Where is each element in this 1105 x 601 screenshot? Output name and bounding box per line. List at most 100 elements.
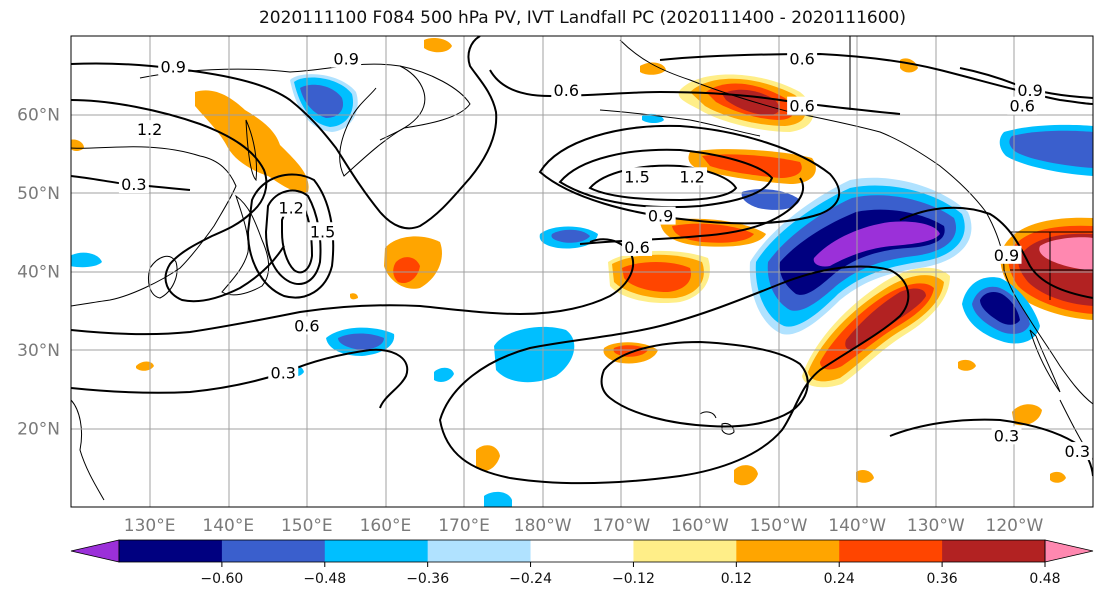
contour-label-bg bbox=[307, 222, 338, 241]
shade-negative-small-gulf bbox=[741, 189, 800, 210]
pv-contour-1.2-pacific bbox=[558, 148, 774, 209]
contour-label-bg bbox=[158, 57, 189, 76]
contour-label-bg bbox=[622, 167, 653, 186]
colorbar-segment bbox=[633, 540, 737, 562]
lon-label: 140°E bbox=[202, 516, 254, 536]
shade-positive-small-3 bbox=[476, 445, 500, 471]
colorbar: −0.60 −0.48 −0.36 −0.24 −0.12 0.12 0.24 0.36 0.4… bbox=[70, 539, 1094, 587]
contour-label: 0.6 bbox=[789, 50, 814, 69]
contour-label-bg bbox=[291, 316, 322, 335]
shade-positive-westcoast-4 bbox=[1039, 237, 1093, 270]
shade-positive-diagonal-4 bbox=[845, 288, 926, 350]
colorbar-tick-label: −0.48 bbox=[303, 571, 346, 587]
colorbar-segment bbox=[119, 540, 223, 562]
map-title: 2020111100 F084 500 hPa PV, IVT Landfall… bbox=[258, 8, 906, 28]
colorbar-tick-label: −0.36 bbox=[406, 571, 449, 587]
contour-label-bg bbox=[1062, 442, 1093, 461]
contour-label-bg bbox=[787, 49, 818, 68]
shade-positive-165w-2 bbox=[672, 223, 754, 243]
contour-label: 1.2 bbox=[278, 199, 303, 218]
contour-label-bg bbox=[645, 206, 676, 225]
coast-alaska-west bbox=[619, 39, 987, 213]
shade-positive-japan bbox=[195, 90, 309, 193]
lon-label: 130°E bbox=[124, 516, 176, 536]
shade-positive-small-4 bbox=[734, 465, 758, 486]
contour-label: 1.2 bbox=[679, 167, 704, 186]
contour-label: 1.2 bbox=[137, 120, 162, 139]
contour-label: 0.9 bbox=[160, 57, 185, 76]
shade-positive-small-5 bbox=[1012, 404, 1042, 426]
contour-label: 1.5 bbox=[310, 222, 335, 241]
shade-negative-canada-2 bbox=[1009, 130, 1093, 168]
shade-negative-small-1 bbox=[434, 367, 454, 382]
contour-label: 0.9 bbox=[333, 50, 358, 69]
lon-label: 150°E bbox=[281, 516, 333, 536]
contour-label: 0.6 bbox=[294, 316, 319, 335]
shade-negative-central-30n bbox=[494, 326, 575, 383]
map-frame bbox=[70, 35, 1094, 508]
colorbar-segment bbox=[221, 540, 326, 562]
contour-label: 0.6 bbox=[789, 97, 814, 116]
shade-positive-small-7 bbox=[640, 62, 666, 75]
lon-label: 150°W bbox=[750, 516, 808, 536]
colorbar-tick-label: −0.60 bbox=[200, 571, 243, 587]
contour-label: 0.6 bbox=[1010, 97, 1035, 116]
contour-label-bg bbox=[276, 198, 307, 217]
colorbar-tick-label: 0.12 bbox=[721, 571, 752, 587]
lon-label: 170°E bbox=[438, 516, 490, 536]
shade-negative-california-3 bbox=[980, 292, 1020, 325]
contour-label-bg bbox=[134, 120, 165, 139]
lat-label: 50°N bbox=[17, 184, 60, 204]
map-panel: 0.91.20.30.91.21.50.60.30.61.5 1.20.90.60… bbox=[71, 36, 1093, 507]
coast-aleutians bbox=[599, 109, 761, 137]
coast-kamchatka-east bbox=[379, 65, 426, 141]
lon-label: 140°W bbox=[828, 516, 886, 536]
pv-contour-0.6-east-trough bbox=[899, 206, 1093, 299]
pv-contour-0.3-loop-east bbox=[438, 265, 910, 485]
colorbar-tick-label: 0.36 bbox=[927, 571, 958, 587]
colorbar-segment bbox=[839, 540, 943, 562]
contour-label: 0.3 bbox=[1065, 442, 1090, 461]
contour-labels: 0.91.20.30.91.21.50.60.30.61.5 1.20.90.60… bbox=[118, 49, 1093, 461]
shade-negative-160e-2 bbox=[338, 333, 384, 350]
shade-negative-small-3 bbox=[71, 252, 102, 268]
contour-label-bg bbox=[991, 426, 1022, 445]
colorbar-extend-min bbox=[70, 539, 120, 563]
coast-hawaii bbox=[699, 411, 735, 435]
shade-negative-okhotsk-3 bbox=[300, 84, 344, 118]
contour-label-bg bbox=[622, 237, 653, 256]
shade-positive-small-8 bbox=[958, 359, 976, 371]
pv-contour-0.9-loop bbox=[246, 173, 335, 299]
shade-positive-155e-2 bbox=[393, 257, 420, 284]
contour-label-bg bbox=[1007, 96, 1038, 115]
shade-positive-small-10 bbox=[856, 470, 874, 483]
colorbar-segment bbox=[530, 540, 634, 562]
pv-contour-0.9-north bbox=[71, 36, 498, 230]
colorbar-segment bbox=[427, 540, 532, 562]
latitude-labels: 60°N 50°N 40°N 30°N 20°N bbox=[17, 106, 60, 440]
shade-negative-small-4 bbox=[484, 491, 512, 507]
contour-label: 1.5 bbox=[624, 167, 649, 186]
lon-label: 170°W bbox=[592, 516, 650, 536]
contour-label: 0.6 bbox=[624, 238, 649, 257]
lon-label: 160°W bbox=[671, 516, 729, 536]
shade-negative-175e-2 bbox=[551, 229, 590, 243]
contour-label-bg bbox=[1015, 80, 1046, 99]
colorbar-segment bbox=[942, 540, 1046, 562]
pv-contour-1.2-nw bbox=[71, 99, 285, 303]
contour-label-bg bbox=[118, 175, 149, 194]
pv-contour-0.3-loop-central bbox=[600, 340, 809, 428]
colorbar-tick-label: 0.24 bbox=[824, 571, 855, 587]
coast-okhotsk-kamchatka bbox=[139, 63, 471, 177]
coastlines bbox=[71, 36, 1093, 501]
lon-label: 120°W bbox=[986, 516, 1044, 536]
longitude-labels: 130°E 140°E 150°E 160°E 170°E 180°W 170°W 160°W… bbox=[124, 516, 1044, 536]
coast-asia-mainland bbox=[71, 146, 237, 307]
lat-label: 20°N bbox=[17, 420, 60, 440]
pv-contour-0.3-mid bbox=[71, 348, 409, 409]
coast-sakhalin bbox=[245, 119, 257, 182]
contour-label: 0.3 bbox=[121, 175, 146, 194]
coast-japan bbox=[221, 194, 270, 296]
lon-label: 180°W bbox=[514, 516, 572, 536]
